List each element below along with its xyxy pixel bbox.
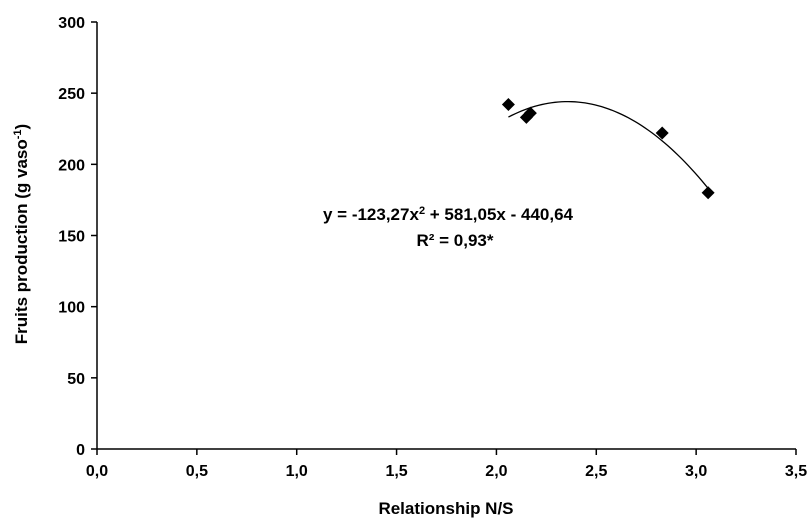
x-tick-label: 0,0 [86, 463, 108, 480]
regression-equation: y = -123,27x2 + 581,05x - 440,64 [323, 205, 574, 224]
y-tick-label: 50 [67, 371, 85, 388]
x-tick-label: 1,5 [385, 463, 407, 480]
x-tick-label: 2,5 [585, 463, 607, 480]
x-tick-label: 0,5 [186, 463, 208, 480]
data-point [523, 106, 537, 120]
y-tick-label: 150 [58, 229, 85, 246]
data-points [501, 98, 715, 200]
x-tick-label: 2,0 [485, 463, 507, 480]
y-tick-label: 250 [58, 86, 85, 103]
y-tick-label: 300 [58, 15, 85, 32]
trendline-group [508, 100, 709, 189]
ticks: 0 50 100 150 200 250 300 0,0 0,5 1,0 1,5 2,0 2,5 3,0 3… [58, 15, 807, 480]
x-tick-label: 1,0 [286, 463, 308, 480]
y-tick-label: 0 [76, 442, 85, 459]
y-tick-label: 200 [58, 157, 85, 174]
x-tick-label: 3,0 [685, 463, 707, 480]
r-squared-label: R² = 0,93* [416, 231, 493, 250]
trendline [508, 100, 709, 189]
x-axis-title: Relationship N/S [378, 499, 513, 518]
x-tick-label: 3,5 [785, 463, 807, 480]
data-point [701, 186, 715, 200]
data-point [655, 126, 669, 140]
data-point [501, 98, 515, 112]
y-tick-label: 100 [58, 300, 85, 317]
y-axis-title: Fruits production (g vaso-1) [12, 124, 31, 344]
